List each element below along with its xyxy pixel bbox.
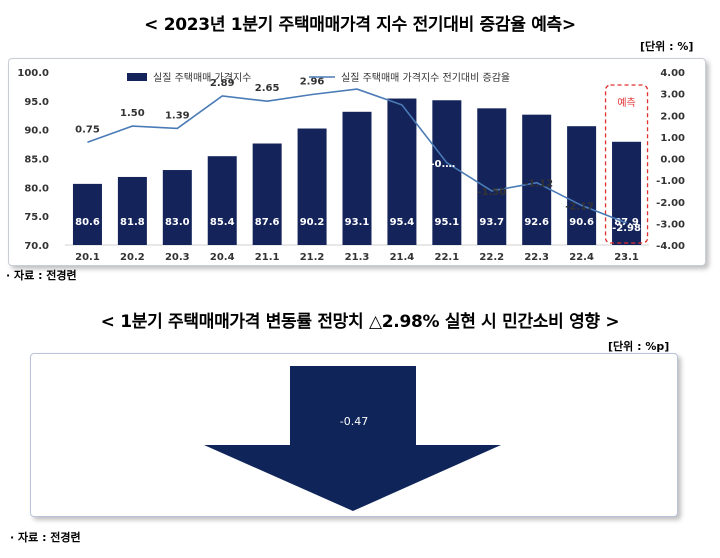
line-value-label: -2.17 [565,201,594,212]
y-right-tick-label: 0.00 [660,155,685,166]
y-right-tick-label: -4.00 [656,241,685,252]
line-value-label: -1.12 [524,179,553,190]
y-right-tick-label: 2.00 [660,111,685,122]
bar-value-label: 95.4 [390,217,415,228]
x-tick-label: 20.3 [165,252,190,263]
x-tick-label: 21.4 [390,252,415,263]
y-right-tick-label: -2.00 [656,198,685,209]
y-left-tick-label: 85.0 [24,155,49,166]
line-value-label: 2.89 [210,78,235,89]
bar-value-label: 90.2 [300,217,325,228]
bar [567,126,597,245]
y-left-tick-label: 70.0 [24,241,49,252]
line-value-label: 1.39 [165,110,190,121]
bar-value-label: 95.1 [435,217,460,228]
bar-value-label: 81.8 [120,217,145,228]
x-tick-label: 21.2 [300,252,325,263]
bar-value-label: 90.6 [569,217,594,228]
y-right-tick-label: 1.00 [660,133,685,144]
bar [387,98,417,245]
down-arrow-icon [204,366,501,511]
x-tick-label: 22.1 [435,252,460,263]
bar [252,143,282,245]
y-left-tick-label: 90.0 [24,126,49,137]
legend-bar-swatch [127,73,147,81]
bar-value-label: 83.0 [165,217,190,228]
impact-value: -0.47 [340,415,368,428]
chart-title: < 2023년 1분기 주택매매가격 지수 전기대비 증감율 예측> [144,15,576,35]
bar [612,141,642,245]
x-tick-label: 20.2 [120,252,145,263]
source-note: · 자료 : 전경련 [6,269,77,282]
y-left-tick-label: 100.0 [17,68,49,79]
source-note-bottom: · 자료 : 전경련 [10,531,81,544]
y-left-tick-label: 75.0 [24,212,49,223]
bar [162,170,192,245]
line-value-label: 0.75 [75,124,100,135]
bar [117,176,147,245]
y-right-tick-label: 4.00 [660,68,685,79]
line-value-label: 2.65 [255,83,280,94]
legend-bar-label: 실질 주택매매 가격지수 [153,71,251,84]
bar-value-label: 87.6 [255,217,280,228]
y-left-tick-label: 80.0 [24,183,49,194]
bar-value-label: 85.4 [210,217,235,228]
impact-unit-label: [단위 : %p] [608,340,670,353]
line-value-label: 2.96 [300,76,325,87]
y-right-tick-label: -1.00 [656,176,685,187]
x-tick-label: 22.4 [569,252,594,263]
unit-label: [단위 : %] [640,40,694,53]
bar-value-label: 93.7 [479,217,504,228]
bar [72,183,102,245]
x-tick-label: 20.4 [210,252,235,263]
y-right-tick-label: 3.00 [660,90,685,101]
x-tick-label: 22.3 [524,252,549,263]
bar [432,100,462,245]
line-value-label: -1.50 [477,187,506,198]
bar-value-label: 80.6 [75,217,100,228]
x-tick-label: 21.3 [345,252,370,263]
line-value-label: -0.… [430,159,455,170]
x-tick-label: 21.1 [255,252,280,263]
forecast-label: 예측 [617,97,635,109]
bar [342,111,372,245]
bar [522,114,552,245]
legend-line-label: 실질 주택매매 가격지수 전기대비 증감율 [341,71,510,84]
chart-panel: 70.0 75.0 80.0 85.0 90.0 95.0 100.0 -4.00 -3.00 -… [8,58,706,266]
line-value-label: 2.48 [390,90,415,101]
x-tick-label: 20.1 [75,252,100,263]
x-tick-label: 23.1 [614,252,639,263]
y-left-tick-label: 95.0 [24,97,49,108]
impact-arrow-graphic: -0.47 [204,366,501,511]
growth-rate-line [87,88,627,224]
bar-value-label: 93.1 [345,217,370,228]
line-value-label: 3.21 [345,71,370,82]
bar-value-label: 92.6 [524,217,549,228]
impact-title: < 1분기 주택매매가격 변동률 전망치 △2.98% 실현 시 민간소비 영향… [100,312,620,332]
line-value-label: 1.50 [120,108,145,119]
x-tick-label: 22.2 [479,252,504,263]
forecast-box [604,84,649,244]
bar [477,108,507,245]
y-right-tick-label: -3.00 [656,219,685,230]
bar [207,156,237,245]
bar [297,128,327,245]
bar-line-chart: 70.0 75.0 80.0 85.0 90.0 95.0 100.0 -4.00 -3.00 -… [17,68,685,263]
line-value-label: -2.98 [612,223,641,234]
impact-panel: -0.47 [30,353,678,517]
